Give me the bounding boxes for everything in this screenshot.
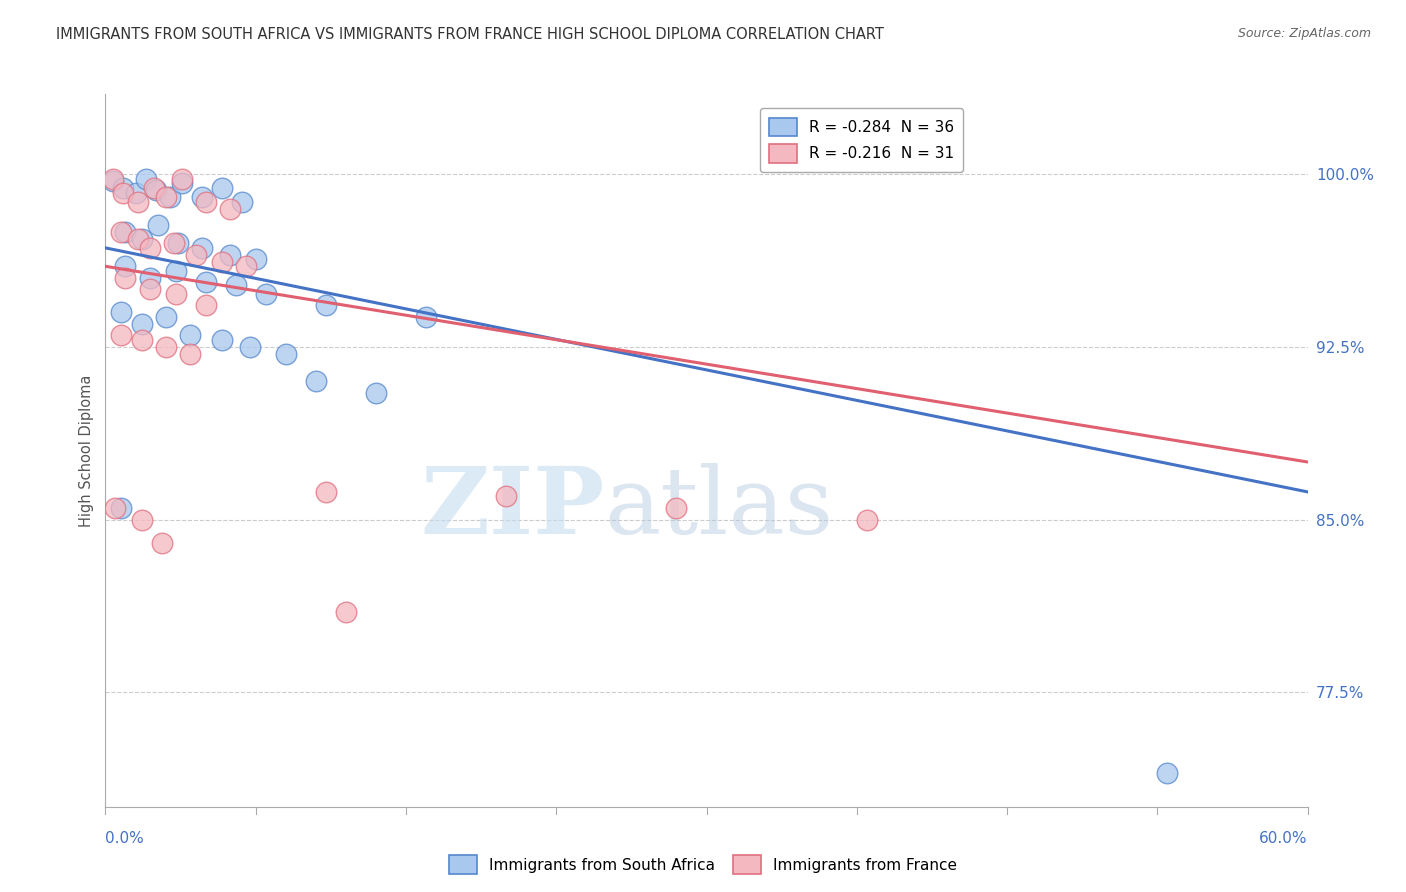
Point [155,190,177,204]
Point [665,501,688,516]
Point [131,317,153,331]
Point [179,347,201,361]
Point [138,270,160,285]
Point [135,171,157,186]
Point [138,282,160,296]
Text: IMMIGRANTS FROM SOUTH AFRICA VS IMMIGRANTS FROM FRANCE HIGH SCHOOL DIPLOMA CORRE: IMMIGRANTS FROM SOUTH AFRICA VS IMMIGRAN… [56,27,884,42]
Point [114,260,136,274]
Point [112,181,135,195]
Point [103,171,125,186]
Point [127,194,149,209]
Point [315,298,337,312]
Point [225,277,247,292]
Point [194,298,217,312]
Point [218,202,240,216]
Point [194,276,217,290]
Point [114,225,136,239]
Point [218,248,240,262]
Point [495,490,517,504]
Point [110,305,132,319]
Point [274,347,297,361]
Point [231,194,253,209]
Point [124,186,146,200]
Point [131,333,153,347]
Point [112,186,135,200]
Point [305,375,328,389]
Point [131,232,153,246]
Point [150,535,173,549]
Point [254,287,277,301]
Point [166,236,188,251]
Point [315,484,337,499]
Point [114,270,136,285]
Point [194,194,217,209]
Point [155,340,177,354]
Point [170,171,193,186]
Point [211,333,233,347]
Text: Source: ZipAtlas.com: Source: ZipAtlas.com [1237,27,1371,40]
Legend: R = -0.284  N = 36, R = -0.216  N = 31: R = -0.284 N = 36, R = -0.216 N = 31 [761,109,963,171]
Point [190,190,212,204]
Point [179,328,201,343]
Point [155,310,177,324]
Point [110,328,132,343]
Point [104,501,127,516]
Text: atlas: atlas [605,463,834,552]
Point [146,218,169,232]
Point [162,236,184,251]
Y-axis label: High School Diploma: High School Diploma [79,375,94,526]
Point [110,501,132,516]
Point [145,183,167,197]
Point [364,385,387,400]
Point [211,254,233,268]
Point [415,310,437,324]
Point [184,248,207,262]
Point [110,225,132,239]
Point [855,512,877,526]
Text: 0.0%: 0.0% [105,831,145,847]
Point [138,241,160,255]
Point [159,190,181,204]
Point [165,287,187,301]
Point [190,241,212,255]
Point [239,340,262,354]
Point [211,181,233,195]
Point [335,605,357,619]
Point [142,181,165,195]
Text: 60.0%: 60.0% [1260,831,1308,847]
Point [170,177,193,191]
Point [127,232,149,246]
Point [245,252,267,267]
Point [131,512,153,526]
Point [165,264,187,278]
Point [235,260,257,274]
Point [103,174,125,188]
Text: ZIP: ZIP [420,463,605,552]
Legend: Immigrants from South Africa, Immigrants from France: Immigrants from South Africa, Immigrants… [443,849,963,880]
Point [1156,765,1178,780]
